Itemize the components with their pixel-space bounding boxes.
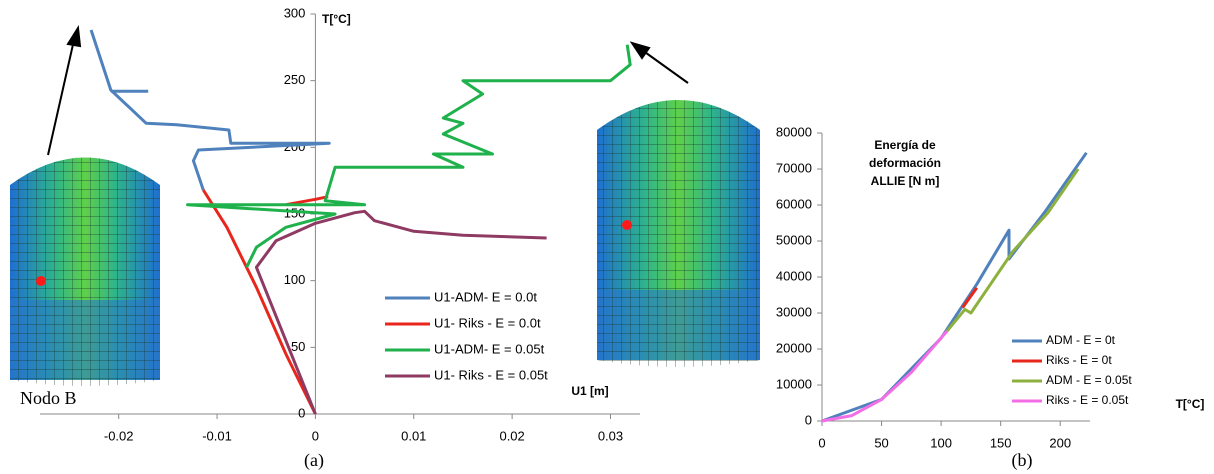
y-tick-label: 80000: [776, 124, 812, 139]
y-tick-label: 30000: [776, 304, 812, 319]
tank-image-left: [10, 158, 160, 387]
x-axis-label: U1 [m]: [571, 384, 608, 398]
y-axis-label: Energía de: [874, 138, 936, 152]
x-tick-label: 200: [1049, 435, 1071, 450]
x-tick-label: 100: [930, 435, 952, 450]
y-tick-label: 50000: [776, 232, 812, 247]
series-line: [203, 190, 328, 414]
y-tick-label: 50: [291, 339, 305, 354]
legend-label: Riks - E = 0.05t: [1046, 393, 1129, 407]
y-tick-label: 70000: [776, 160, 812, 175]
x-axis-label: T[°C]: [1176, 397, 1205, 411]
y-tick-label: 250: [284, 72, 306, 87]
x-tick-label: -0.02: [104, 428, 134, 443]
y-tick-label: 0: [805, 412, 812, 427]
legend-label: U1-ADM- E = 0.0t: [434, 289, 537, 304]
y-tick-label: 10000: [776, 376, 812, 391]
series-line: [91, 30, 329, 190]
y-axis-label: T[°C]: [322, 12, 351, 26]
legend-label: Riks - E = 0t: [1046, 353, 1112, 367]
caption: (b): [1012, 450, 1033, 471]
series-line: [822, 331, 947, 421]
annotation: Nodo B: [20, 388, 77, 408]
legend-label: U1-ADM- E = 0.05t: [434, 341, 545, 356]
series-line: [963, 288, 977, 308]
series-line: [188, 45, 631, 268]
y-tick-label: 60000: [776, 196, 812, 211]
x-tick-label: 0.02: [499, 428, 524, 443]
legend-label: U1- Riks - E = 0.0t: [434, 315, 541, 330]
x-tick-label: 150: [990, 435, 1012, 450]
y-axis-label: ALLIE [N m]: [871, 174, 940, 188]
y-tick-label: 20000: [776, 340, 812, 355]
figure: Nodo B -0.02 -0.01 0 0.01 0.02 0.03 0 50 100 150 2…: [0, 0, 1214, 474]
x-tick-label: -0.01: [202, 428, 232, 443]
y-tick-label: 300: [284, 5, 306, 20]
x-tick-label: 0: [312, 428, 319, 443]
legend-label: ADM - E = 0t: [1046, 333, 1116, 347]
y-tick-label: 40000: [776, 268, 812, 283]
y-axis-label: deformación: [869, 156, 941, 170]
x-tick-label: 0: [818, 435, 825, 450]
tank-image-right: [597, 100, 760, 367]
y-tick-label: 100: [284, 272, 306, 287]
legend-label: U1- Riks - E = 0.05t: [434, 367, 548, 382]
y-tick-label: 0: [298, 405, 305, 420]
x-tick-label: 0.03: [598, 428, 623, 443]
x-tick-label: 50: [874, 435, 888, 450]
legend-label: ADM - E = 0.05t: [1046, 373, 1132, 387]
x-tick-label: 0.01: [401, 428, 426, 443]
caption: (a): [304, 450, 324, 471]
